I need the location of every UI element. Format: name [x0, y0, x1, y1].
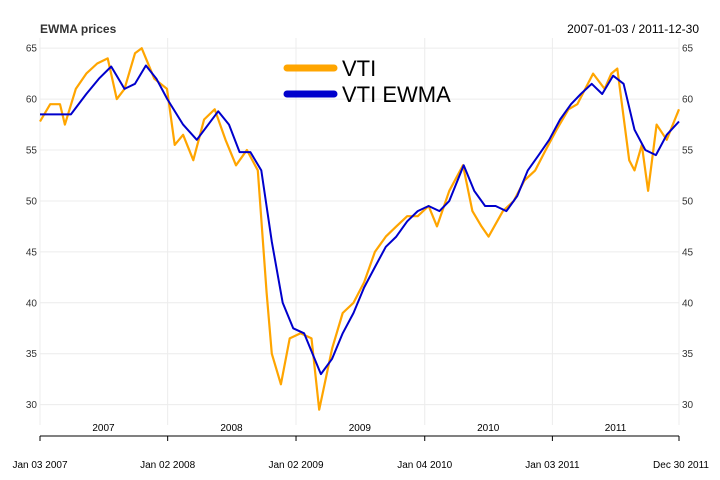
- x-tick-label: Jan 03 2011: [525, 460, 580, 471]
- legend-label-vti-ewma: VTI EWMA: [342, 82, 451, 107]
- series-line-vti-ewma: [40, 64, 680, 376]
- x-year-label: 2008: [220, 423, 243, 434]
- y-tick-label-right: 50: [682, 196, 694, 207]
- y-tick-label-left: 50: [26, 196, 38, 207]
- x-tick-label: Jan 03 2007: [12, 460, 67, 471]
- x-tick-label: Jan 02 2008: [140, 460, 195, 471]
- y-axis-right: 30 35 40 45 50 55 60 65: [682, 44, 694, 411]
- y-tick-label-right: 45: [682, 247, 694, 258]
- x-tick-label: Dec 30 2011: [653, 460, 709, 471]
- series-line-vti: [39, 47, 681, 411]
- y-tick-label-left: 45: [26, 247, 38, 258]
- y-tick-label-right: 40: [682, 298, 694, 309]
- legend-label-vti: VTI: [342, 56, 376, 81]
- gridlines: [39, 38, 680, 425]
- y-tick-label-right: 55: [682, 146, 694, 157]
- x-year-label: 2011: [605, 423, 627, 434]
- x-year-label: 2007: [92, 423, 115, 434]
- y-tick-label-right: 35: [682, 349, 694, 360]
- date-range-label: 2007-01-03 / 2011-12-30: [567, 22, 699, 36]
- y-axis-left: 30 35 40 45 50 55 60 65: [26, 44, 38, 411]
- y-tick-label-right: 60: [682, 95, 694, 106]
- x-tick-label: Jan 02 2009: [268, 460, 323, 471]
- y-tick-label-left: 55: [26, 146, 38, 157]
- chart-title: EWMA prices: [40, 22, 117, 36]
- y-tick-label-left: 60: [26, 95, 38, 106]
- y-tick-label-right: 30: [682, 400, 694, 411]
- y-tick-label-left: 40: [26, 298, 38, 309]
- x-tick-label: Jan 04 2010: [397, 460, 452, 471]
- x-axis: Jan 03 2007 Jan 02 2008 Jan 02 2009 Jan 04 …: [12, 423, 709, 471]
- y-tick-label-left: 30: [26, 400, 38, 411]
- x-year-label: 2009: [349, 423, 372, 434]
- x-year-label: 2010: [477, 423, 500, 434]
- y-tick-label-right: 65: [682, 44, 694, 55]
- series-lines: [39, 47, 681, 411]
- y-tick-label-left: 65: [26, 44, 38, 55]
- y-tick-label-left: 35: [26, 349, 38, 360]
